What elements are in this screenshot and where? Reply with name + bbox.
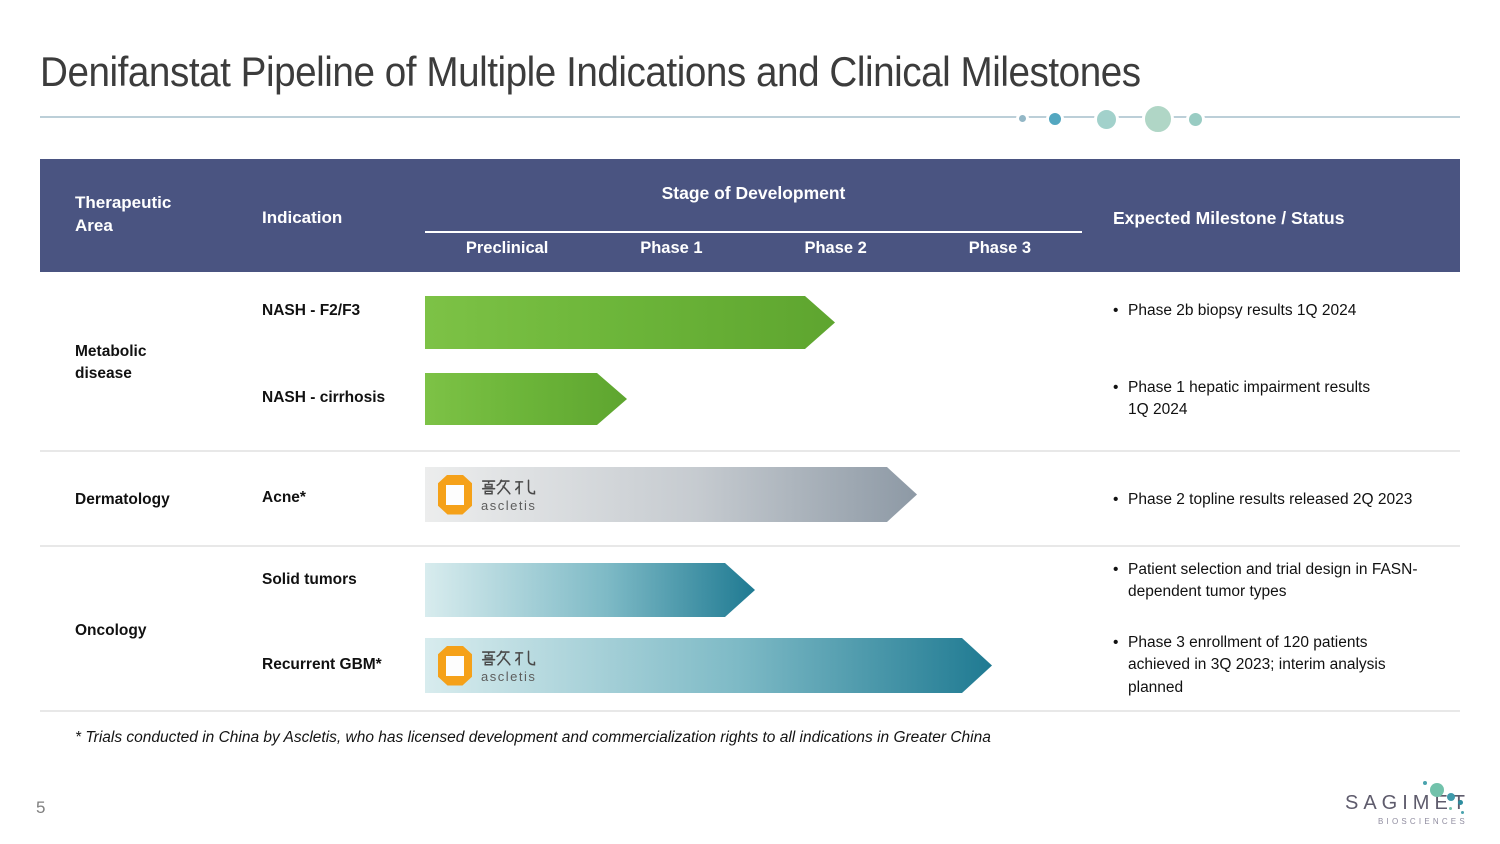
sagimet-wordmark: SAGIMET	[1345, 792, 1471, 814]
sagimet-logo-dot	[1447, 793, 1455, 801]
sagimet-logo-dot	[1423, 781, 1427, 785]
column-header-phase-3: Phase 3	[968, 239, 1032, 257]
title-divider	[40, 116, 1460, 118]
therapeutic-area-oncology: Oncology	[75, 622, 147, 639]
column-header-phase-2: Phase 2	[804, 239, 867, 257]
decorative-dot	[1016, 112, 1029, 125]
page-title: Denifanstat Pipeline of Multiple Indicat…	[40, 48, 1141, 95]
pipeline-arrow-solid-tumors	[425, 563, 755, 617]
bullet: •	[1113, 379, 1119, 396]
pipeline-arrow-nash-f2f3	[425, 296, 835, 349]
sagimet-logo-dot	[1430, 783, 1444, 797]
ascletis-logo: ascletis	[438, 475, 537, 515]
row-separator	[40, 450, 1460, 452]
ascletis-latin-wordmark: ascletis	[481, 669, 537, 684]
stage-of-development-group: Stage of Development Preclinical Phase 1…	[425, 159, 1082, 272]
bullet: •	[1113, 561, 1119, 578]
bullet: •	[1113, 491, 1119, 508]
indication-acne: Acne*	[262, 489, 306, 506]
bullet: •	[1113, 302, 1119, 319]
sagimet-logo-dot	[1449, 807, 1452, 810]
decorative-dot	[1094, 107, 1119, 132]
column-header-preclinical: Preclinical	[465, 239, 549, 257]
column-header-phase-1: Phase 1	[640, 239, 703, 257]
decorative-dot	[1046, 110, 1064, 128]
column-header-therapeutic-area: Therapeutic Area	[75, 193, 172, 235]
page-number: 5	[36, 798, 46, 817]
therapeutic-area-dermatology: Dermatology	[75, 491, 170, 508]
milestone-recurrent-gbm: • Phase 3 enrollment of 120 patients ach…	[1113, 632, 1463, 699]
milestone-nash-cirrhosis: • Phase 1 hepatic impairment results 1Q …	[1113, 377, 1463, 422]
stage-header-underline	[425, 231, 1082, 233]
pipeline-arrow-acne: ascletis	[425, 467, 917, 522]
indication-nash-cirrhosis: NASH - cirrhosis	[262, 389, 386, 406]
decorative-dot	[1186, 110, 1205, 129]
footnote: * Trials conducted in China by Ascletis,…	[75, 729, 991, 746]
sagimet-sub-wordmark: BIOSCIENCES	[1378, 817, 1468, 826]
sagimet-logo-dot	[1461, 811, 1464, 814]
table-bottom-separator	[40, 710, 1460, 712]
pipeline-arrow-recurrent-gbm: ascletis	[425, 638, 992, 693]
column-header-stage-of-development: Stage of Development	[661, 183, 846, 203]
bullet: •	[1113, 634, 1119, 651]
sagimet-logo-dot	[1458, 800, 1463, 805]
sagimet-logo: SAGIMET BIOSCIENCES	[1340, 780, 1480, 835]
milestone-acne: • Phase 2 topline results released 2Q 20…	[1113, 489, 1463, 511]
ascletis-latin-wordmark: ascletis	[481, 498, 537, 513]
ascletis-octagon-icon	[438, 475, 472, 515]
therapeutic-area-metabolic-disease: Metabolic disease	[75, 343, 147, 383]
ascletis-cjk-wordmark	[481, 477, 537, 497]
table-header: Therapeutic Area Indication Stage of Dev…	[40, 159, 1460, 272]
ascletis-cjk-wordmark	[481, 648, 537, 668]
column-header-indication: Indication	[262, 208, 343, 227]
ascletis-octagon-icon	[438, 646, 472, 686]
indication-solid-tumors: Solid tumors	[262, 571, 357, 588]
indication-nash-f2f3: NASH - F2/F3	[262, 302, 361, 319]
indication-recurrent-gbm: Recurrent GBM*	[262, 656, 382, 673]
milestone-solid-tumors: • Patient selection and trial design in …	[1113, 559, 1463, 604]
column-header-expected-milestone: Expected Milestone / Status	[1113, 208, 1345, 228]
row-separator	[40, 545, 1460, 547]
pipeline-arrow-nash-cirrhosis	[425, 373, 627, 425]
decorative-dot	[1142, 103, 1174, 135]
milestone-nash-f2f3: • Phase 2b biopsy results 1Q 2024	[1113, 300, 1463, 322]
ascletis-logo: ascletis	[438, 646, 537, 686]
